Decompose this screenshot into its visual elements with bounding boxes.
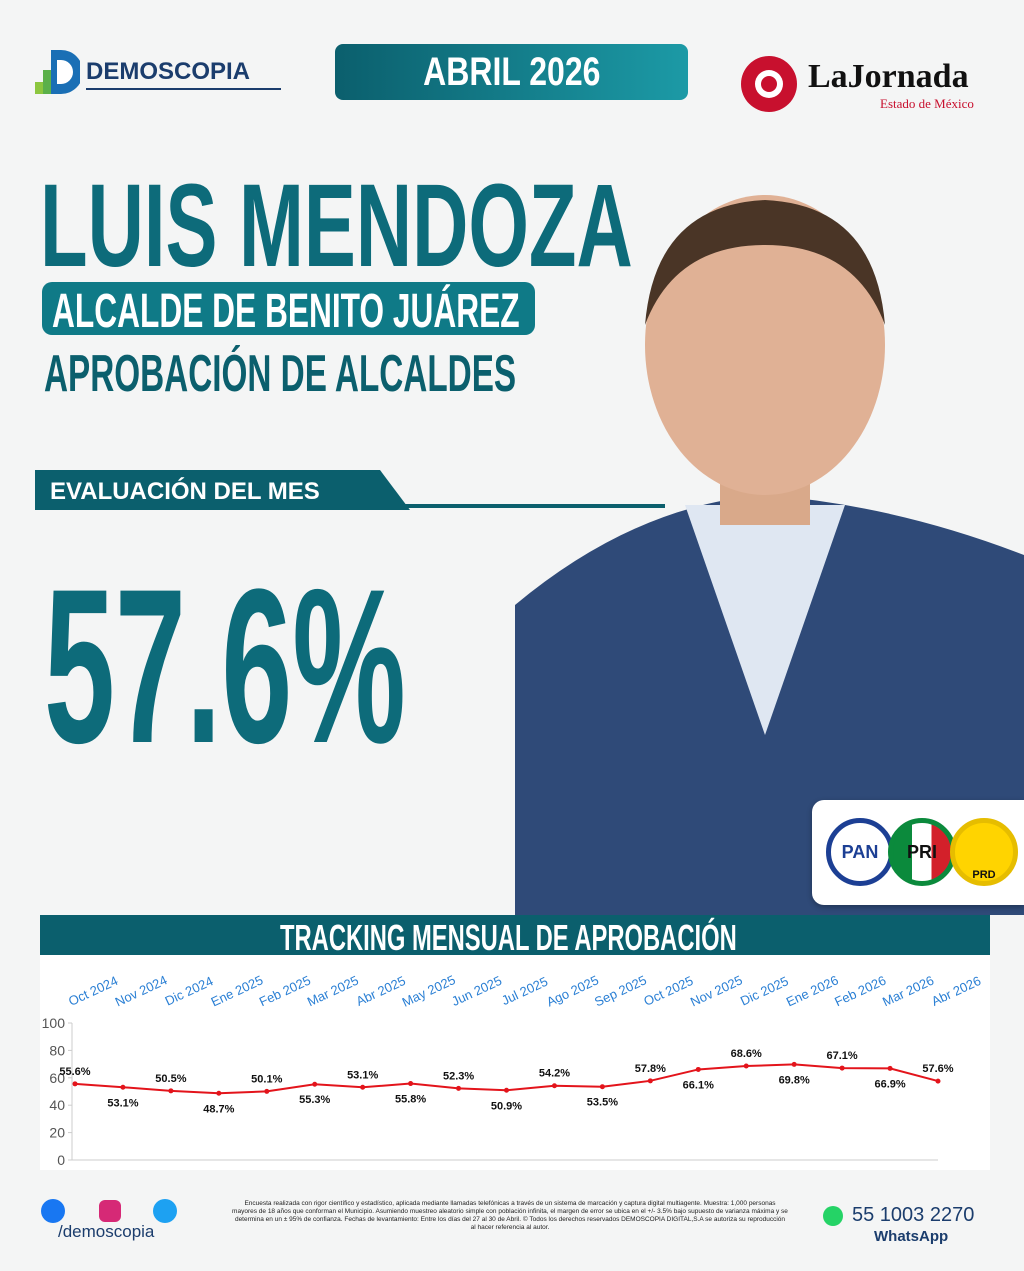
chart-title: TRACKING MENSUAL DE APROBACIÓN [280,917,737,955]
x-tick-label: Dic 2025 [738,973,791,1008]
brand-logo-mark [35,48,83,96]
social-handle: /demoscopia [58,1222,155,1241]
data-label: 53.1% [107,1097,138,1109]
data-point [72,1081,78,1087]
data-point [743,1063,749,1069]
y-tick-label: 20 [49,1125,65,1141]
data-point [647,1078,653,1084]
partner-logo-icon [741,56,797,112]
data-label: 69.8% [779,1074,810,1086]
data-point [791,1061,797,1067]
x-tick-label: Abr 2026 [929,973,983,1009]
data-label: 67.1% [827,1050,858,1062]
party-box: PAN PRI PRD [812,800,1024,905]
data-label: 53.5% [587,1097,618,1109]
chart-title-bar: TRACKING MENSUAL DE APROBACIÓN [40,915,990,955]
y-tick-label: 60 [49,1070,65,1086]
data-label: 66.1% [683,1079,714,1091]
y-tick-label: 80 [49,1042,65,1058]
disclaimer: Encuesta realizada con rigor científico … [232,1200,788,1231]
data-label: 50.5% [155,1073,186,1085]
data-label: 50.9% [491,1100,522,1112]
chart-panel [40,955,990,1170]
data-point [360,1084,366,1090]
data-point [120,1084,126,1090]
data-label: 55.6% [59,1066,90,1078]
x-tick-label: Dic 2024 [163,973,216,1008]
evaluation-bar [35,470,410,510]
x-tick-label: Oct 2024 [66,973,120,1009]
data-point [168,1088,174,1094]
whatsapp-icon [823,1206,843,1226]
brand-logo-icon [35,50,83,94]
data-label: 53.1% [347,1069,378,1081]
data-label: 68.6% [731,1048,762,1060]
y-tick-label: 0 [57,1152,65,1168]
phone: 55 1003 2270 [852,1204,975,1226]
x-tick-label: Nov 2025 [688,972,745,1009]
party-logo: PRD [950,818,1018,886]
x-tick-label: Mar 2026 [880,973,936,1010]
role-pill [42,282,535,335]
partner-sub: Estado de México [880,96,974,111]
data-label: 55.8% [395,1094,426,1106]
data-point [408,1081,414,1087]
data-label: 57.6% [922,1063,953,1075]
data-label: 66.9% [874,1078,905,1090]
x-tick-label: Ene 2025 [209,972,266,1009]
data-point [264,1088,270,1094]
data-point [695,1066,701,1072]
party-logo: PRI [888,818,956,886]
person-name: LUIS MENDOZA [40,160,633,292]
data-label: 52.3% [443,1070,474,1082]
data-point [599,1084,605,1090]
x-tick-label: Jul 2025 [499,974,550,1008]
date-pill: ABRIL 2026 [335,44,688,100]
data-label: 48.7% [203,1103,234,1115]
person-role: ALCALDE DE BENITO JUÁREZ [52,285,520,338]
data-point [839,1065,845,1071]
date: ABRIL 2026 [422,49,601,94]
data-point [935,1078,941,1084]
x-tick-label: Abr 2025 [354,973,408,1009]
x-tick-label: Feb 2026 [832,973,888,1010]
y-tick-label: 40 [49,1097,65,1113]
x-tick-label: Sep 2025 [592,972,649,1009]
x-tick-label: Nov 2024 [113,972,170,1009]
data-point [456,1085,462,1091]
data-label: 50.1% [251,1073,282,1085]
data-point [551,1083,557,1089]
x-tick-label: Feb 2025 [257,973,313,1010]
x-tick-label: Mar 2025 [305,973,361,1010]
brand-name: DEMOSCOPIA [86,58,251,85]
y-tick-label: 100 [42,1015,66,1031]
brand-rule [86,88,281,90]
phone-label: WhatsApp [874,1228,949,1245]
social-icons [41,1199,177,1223]
evaluation-label: EVALUACIÓN DEL MES [50,478,320,505]
party-logo: PAN [826,818,894,886]
data-label: 57.8% [635,1063,666,1075]
data-point [887,1065,893,1071]
x-tick-label: Ago 2025 [544,972,601,1009]
partner-name: LaJornada [808,58,969,95]
x-tick-label: Ene 2026 [784,972,841,1009]
data-label: 55.3% [299,1094,330,1106]
evaluation-rule [380,504,665,508]
data-label: 54.2% [539,1068,570,1080]
x-tick-label: Oct 2025 [641,973,695,1009]
data-point [504,1087,509,1093]
subtitle: APROBACIÓN DE ALCALDES [44,345,517,403]
x-tick-label: May 2025 [400,972,458,1010]
x-tick-label: Jun 2025 [449,973,504,1009]
data-point [216,1090,222,1096]
evaluation-value: 57.6% [44,543,406,789]
data-point [312,1081,318,1087]
